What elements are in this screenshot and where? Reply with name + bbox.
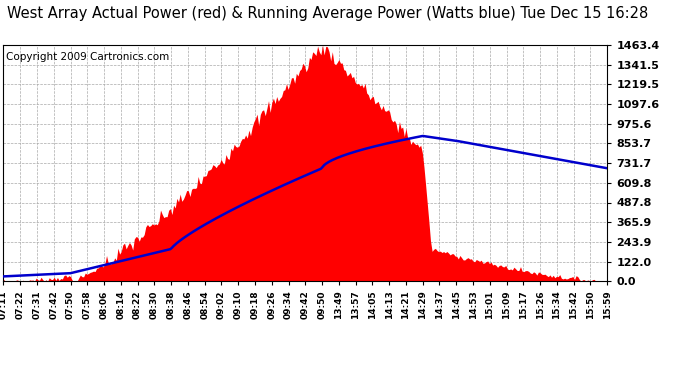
Text: Copyright 2009 Cartronics.com: Copyright 2009 Cartronics.com: [6, 52, 170, 62]
Text: West Array Actual Power (red) & Running Average Power (Watts blue) Tue Dec 15 16: West Array Actual Power (red) & Running …: [7, 6, 648, 21]
